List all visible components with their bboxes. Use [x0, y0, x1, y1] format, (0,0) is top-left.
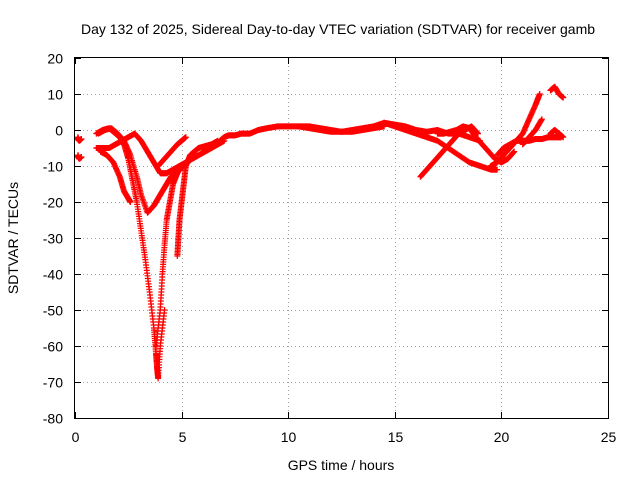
- series-pass-e: [97, 148, 134, 205]
- y-tick-label: -60: [43, 339, 63, 355]
- grid: [75, 58, 608, 418]
- y-tick-label: -70: [43, 375, 63, 391]
- y-tick-label: -80: [43, 411, 63, 427]
- series-pass-r: [547, 83, 567, 101]
- series-pass-l: [381, 119, 501, 173]
- series-pass-h: [174, 137, 221, 259]
- y-tick-label: 0: [55, 123, 63, 139]
- series-pass-g: [153, 163, 185, 349]
- data-point: [560, 94, 567, 101]
- data-point: [538, 116, 545, 123]
- series-pass-n: [434, 123, 518, 166]
- series-pass-s: [547, 127, 567, 141]
- series-pass-b: [75, 152, 85, 162]
- x-tick-label: 5: [179, 429, 187, 445]
- data-point: [560, 134, 567, 141]
- data-point: [78, 136, 85, 142]
- series-pass-a: [75, 134, 85, 144]
- x-axis-label: GPS time / hours: [288, 457, 395, 473]
- chart-title: Day 132 of 2025, Sidereal Day-to-day VTE…: [81, 21, 595, 37]
- series-pass-p: [487, 91, 543, 169]
- y-tick-label: -50: [43, 303, 63, 319]
- x-tick-label: 0: [72, 429, 80, 445]
- data-point: [511, 148, 518, 155]
- data-point: [127, 199, 134, 205]
- data-point: [182, 134, 189, 141]
- plot-frame: [74, 57, 609, 419]
- series-pass-f: [93, 130, 228, 177]
- y-tick-label: -30: [43, 231, 63, 247]
- y-tick-label: 20: [47, 51, 63, 67]
- y-tick-label: -40: [43, 267, 63, 283]
- x-tick-label: 25: [601, 429, 617, 445]
- axis-ticks: [75, 58, 609, 419]
- x-tick-label: 10: [281, 429, 297, 445]
- y-tick-label: -10: [43, 159, 63, 175]
- data-marks: [75, 83, 567, 382]
- y-tick-label: 10: [47, 87, 63, 103]
- y-tick-label: -20: [43, 195, 63, 211]
- data-point: [78, 154, 85, 160]
- series-pass-q: [519, 116, 545, 148]
- tick-labels: 0 5 10 15 20 25 20 10 0 -10 -20 -30 -40 -50 -60 -70 -80: [43, 51, 617, 446]
- x-tick-label: 20: [494, 429, 510, 445]
- x-tick-label: 15: [388, 429, 404, 445]
- series-pass-i: [155, 134, 189, 169]
- data-point: [494, 166, 501, 173]
- y-axis-label: SDTVAR / TECUs: [5, 182, 21, 294]
- data-point: [536, 91, 543, 97]
